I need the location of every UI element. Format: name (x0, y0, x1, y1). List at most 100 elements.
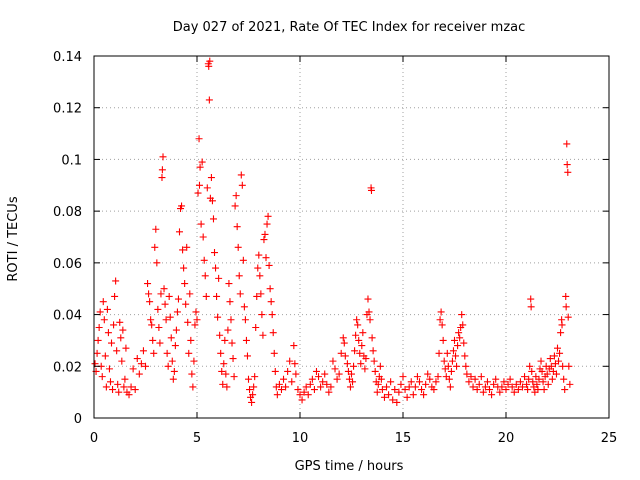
data-point (208, 197, 216, 205)
data-point (171, 342, 179, 350)
data-point (475, 380, 483, 388)
data-point (273, 391, 281, 399)
data-point (397, 380, 405, 388)
data-point (106, 378, 114, 386)
data-point (258, 311, 266, 319)
data-point (182, 300, 190, 308)
data-point (523, 380, 531, 388)
data-point (164, 362, 172, 370)
data-point (188, 370, 196, 378)
data-point (241, 316, 249, 324)
data-point (156, 339, 164, 347)
data-point (351, 347, 359, 355)
data-point (369, 347, 377, 355)
data-point (282, 383, 290, 391)
data-point (206, 57, 214, 65)
data-point (496, 388, 504, 396)
data-point (186, 290, 194, 298)
data-point (339, 334, 347, 342)
data-point (227, 316, 235, 324)
data-point (506, 375, 514, 383)
data-point (353, 316, 361, 324)
x-tick-label: 5 (193, 431, 201, 446)
x-axis-label: GPS time / hours (295, 459, 404, 474)
data-point (246, 386, 254, 394)
data-point (563, 140, 571, 148)
data-point (267, 298, 275, 306)
data-point (288, 378, 296, 386)
data-point (118, 357, 126, 365)
data-point (319, 378, 327, 386)
data-point (426, 375, 434, 383)
data-point (95, 324, 103, 331)
data-point (121, 375, 129, 383)
data-point (257, 290, 265, 298)
data-point (321, 370, 329, 378)
data-point (492, 375, 500, 383)
data-point (461, 352, 469, 360)
data-point (167, 334, 175, 342)
data-point (558, 321, 566, 329)
data-point (337, 349, 345, 357)
data-point (225, 280, 233, 288)
data-point (185, 349, 193, 357)
data-point (113, 347, 121, 355)
data-point (376, 362, 384, 370)
data-point (447, 367, 455, 375)
data-point (446, 383, 454, 391)
data-point (115, 388, 123, 396)
data-point (445, 375, 453, 383)
data-point (477, 373, 485, 381)
data-point (323, 380, 331, 388)
data-point (178, 202, 186, 210)
data-point (306, 380, 314, 388)
data-point (223, 383, 231, 391)
data-point (145, 290, 153, 298)
data-point (137, 360, 145, 368)
data-point (220, 360, 228, 368)
data-point (229, 355, 237, 363)
data-point (409, 391, 417, 399)
data-point (149, 336, 157, 344)
data-point (184, 318, 192, 326)
data-point (254, 264, 262, 272)
data-point (340, 339, 348, 347)
data-point (308, 375, 316, 383)
data-point (263, 220, 271, 228)
data-point (105, 365, 113, 373)
data-point (165, 292, 173, 300)
data-point (265, 261, 273, 269)
x-tick-labels: 0 5 10 15 20 25 (90, 431, 617, 446)
y-tick-label: 0.06 (53, 257, 82, 272)
data-point (317, 383, 325, 391)
data-point (438, 321, 446, 329)
data-point (310, 386, 318, 394)
data-point (157, 290, 165, 298)
data-point (527, 295, 535, 303)
data-point (169, 375, 177, 383)
data-point (368, 334, 376, 342)
data-point (256, 272, 264, 280)
data-point (435, 349, 443, 357)
data-point (262, 254, 270, 262)
data-point (142, 362, 149, 370)
data-point (546, 355, 554, 363)
data-point (527, 303, 535, 311)
data-point (547, 362, 555, 370)
x-tick-label: 25 (601, 431, 618, 446)
data-point (367, 186, 375, 194)
data-point (158, 166, 166, 174)
data-point (526, 362, 534, 370)
data-point (380, 393, 388, 401)
data-point (93, 349, 101, 357)
data-point (358, 342, 366, 350)
data-point (458, 311, 466, 319)
data-point (264, 212, 272, 220)
data-point (436, 316, 444, 324)
data-point (439, 336, 447, 344)
data-point (370, 357, 378, 365)
y-tick-label: 0.14 (53, 50, 82, 65)
data-point (237, 171, 245, 179)
data-point (195, 181, 203, 189)
data-point (538, 367, 546, 375)
